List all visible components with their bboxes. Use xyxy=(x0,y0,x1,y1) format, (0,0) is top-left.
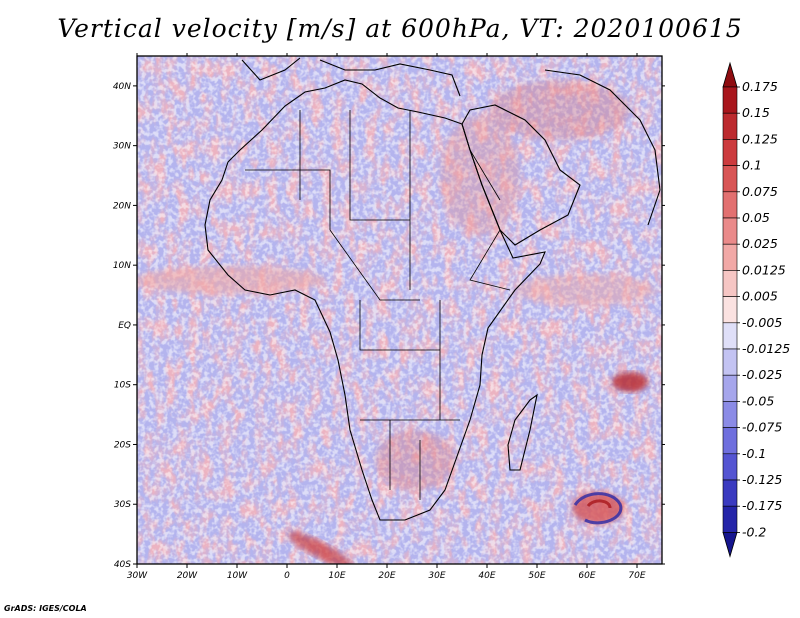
colorbar-label: -0.025 xyxy=(742,367,782,382)
colorbar-swatch xyxy=(722,427,738,455)
lat-tick-label: 20N xyxy=(113,201,131,211)
arabia-coastline xyxy=(461,104,581,246)
lon-tick-label: 50E xyxy=(528,571,545,581)
latitude-axis: 40N 30N 20N 10N EQ 10S 20S 30S 40S xyxy=(113,82,665,570)
lat-tick-label: 30N xyxy=(113,142,131,152)
updraft-streak xyxy=(287,531,353,564)
colorbar-swatch xyxy=(722,191,738,219)
colorbar-swatch xyxy=(722,453,738,481)
colorbar-swatch xyxy=(722,322,738,350)
lon-tick-label: 0 xyxy=(284,571,290,581)
country-borders xyxy=(245,110,511,500)
credit-label: GrADS: IGES/COLA xyxy=(4,604,87,613)
colorbar-label: 0.15 xyxy=(742,105,770,120)
colorbar-label: 0.025 xyxy=(742,236,778,251)
madagascar-coastline xyxy=(507,393,538,471)
colorbar-swatch xyxy=(722,479,738,507)
lat-tick-label: 30S xyxy=(114,500,131,510)
coastlines xyxy=(204,57,661,521)
colorbar-label: -0.005 xyxy=(742,315,782,330)
colorbar-bottom-arrow xyxy=(722,532,738,558)
lat-tick-label: 40S xyxy=(114,560,131,570)
colorbar-label: -0.125 xyxy=(742,472,782,487)
lon-tick-label: 30W xyxy=(127,571,148,581)
lon-tick-label: 20W xyxy=(177,571,198,581)
colorbar-label: 0.0125 xyxy=(742,262,786,277)
colorbar-label: 0.175 xyxy=(742,79,778,94)
africa-coastline xyxy=(204,79,546,521)
colorbar-label: 0.1 xyxy=(742,158,762,173)
cyclonic-vortex xyxy=(572,492,624,525)
lat-tick-label: 20S xyxy=(114,440,131,450)
colorbar-top-arrow xyxy=(722,61,738,88)
longitude-axis: 30W 20W 10W 0 10E 20E 30E 40E 50E 60E 70E xyxy=(127,53,646,581)
colorbar-label: -0.1 xyxy=(742,446,766,461)
colorbar-swatch xyxy=(722,112,738,140)
colorbar-swatch xyxy=(722,270,738,297)
colorbar-label: 0.05 xyxy=(742,210,770,225)
colorbar-label: -0.2 xyxy=(742,524,766,539)
colorbar-label: 0.075 xyxy=(742,184,778,199)
colorbar-label: -0.175 xyxy=(742,498,782,513)
lon-tick-label: 40E xyxy=(478,571,495,581)
lon-tick-label: 60E xyxy=(578,571,595,581)
lat-tick-label: EQ xyxy=(118,321,131,331)
plot-frame xyxy=(136,55,663,565)
colorbar: 0.175 0.15 0.125 0.1 0.075 0.05 0.025 0.0125 0.0… xyxy=(722,61,790,558)
lon-tick-label: 20E xyxy=(378,571,395,581)
colorbar-label: -0.05 xyxy=(742,393,774,408)
lon-tick-label: 10W xyxy=(227,571,248,581)
lat-tick-label: 40N xyxy=(113,82,131,92)
asia-coastline xyxy=(544,69,661,226)
colorbar-swatch xyxy=(722,243,738,271)
colorbar-swatch xyxy=(722,374,738,402)
colorbar-swatch xyxy=(722,139,738,166)
lat-tick-label: 10N xyxy=(113,261,131,271)
colorbar-label: 0.125 xyxy=(742,131,778,146)
colorbar-label: -0.075 xyxy=(742,420,782,435)
lat-tick-label: 10S xyxy=(114,381,131,391)
europe-coastline xyxy=(241,57,461,97)
updraft-patch xyxy=(612,372,648,392)
velocity-field xyxy=(137,56,662,564)
colorbar-swatch xyxy=(722,217,738,245)
map-title: Vertical velocity [m/s] at 600hPa, VT: 2… xyxy=(57,14,743,43)
colorbar-swatch xyxy=(722,296,738,324)
colorbar-swatch xyxy=(722,86,738,114)
lon-tick-label: 70E xyxy=(628,571,645,581)
colorbar-swatch xyxy=(722,165,738,193)
colorbar-swatch xyxy=(722,401,738,428)
colorbar-label: 0.005 xyxy=(742,289,778,304)
colorbar-label: -0.0125 xyxy=(742,341,790,356)
lon-tick-label: 10E xyxy=(328,571,345,581)
lon-tick-label: 30E xyxy=(428,571,445,581)
colorbar-swatch xyxy=(722,348,738,376)
colorbar-swatch xyxy=(722,505,738,533)
